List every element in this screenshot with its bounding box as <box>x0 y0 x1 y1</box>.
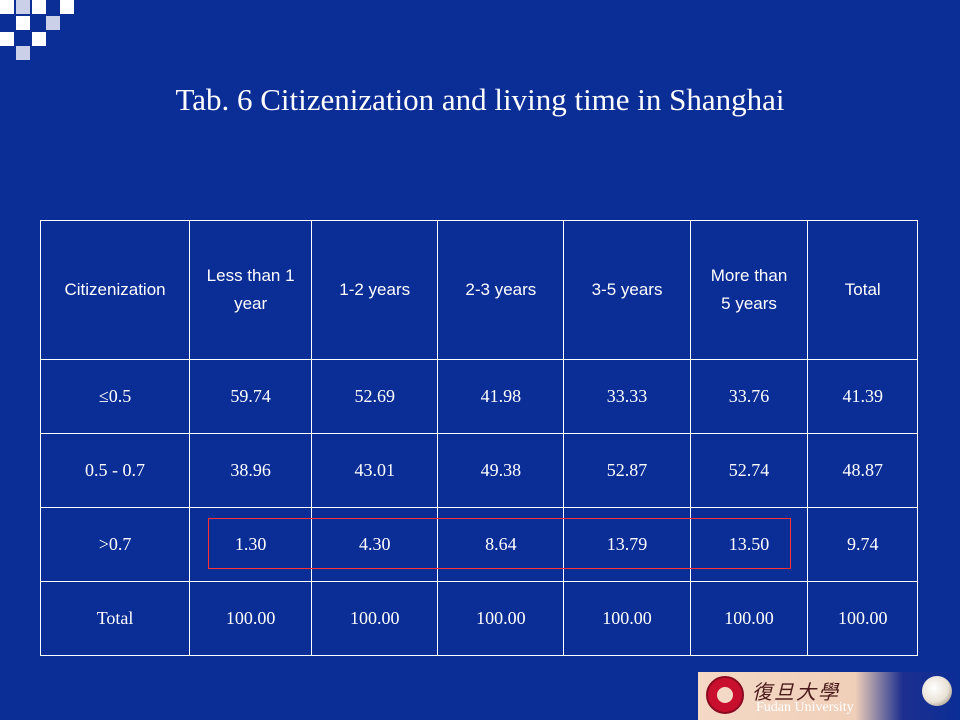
header-cell: 3-5 years <box>563 220 691 360</box>
table-cell: 100.00 <box>689 581 809 656</box>
table-cell: 52.74 <box>689 433 809 508</box>
header-cell-text: Less than 1 year <box>206 266 295 313</box>
header-cell: More than 5 years <box>689 220 809 360</box>
slide-title: Tab. 6 Citizenization and living time in… <box>175 82 785 117</box>
logo-chinese-name: 復旦大學 <box>752 680 840 704</box>
table-cell: 33.33 <box>563 359 691 434</box>
table-cell: 100.00 <box>563 581 691 656</box>
fudan-seal-icon <box>706 676 744 714</box>
table-cell: 49.38 <box>437 433 565 508</box>
table-cell: 13.50 <box>689 507 809 582</box>
decor-square <box>16 16 30 30</box>
header-cell: 1-2 years <box>311 220 439 360</box>
table-header-row: Citizenization Less than 1 year 1-2 year… <box>39 220 918 360</box>
decor-square <box>16 46 30 60</box>
table-cell: 0.5 - 0.7 <box>39 433 191 508</box>
table-cell: 38.96 <box>189 433 313 508</box>
table-cell: 41.98 <box>437 359 565 434</box>
table-cell: 1.30 <box>189 507 313 582</box>
decor-square <box>32 32 46 46</box>
table-cell: 33.76 <box>689 359 809 434</box>
header-cell-text: More than 5 years <box>710 266 788 313</box>
decor-square <box>0 32 14 46</box>
table-cell: 59.74 <box>189 359 313 434</box>
table-cell: 100.00 <box>437 581 565 656</box>
table-cell: 4.30 <box>311 507 439 582</box>
table-row: ≤0.5 59.74 52.69 41.98 33.33 33.76 41.39 <box>39 359 918 434</box>
table-cell: Total <box>39 581 191 656</box>
decor-square <box>46 16 60 30</box>
seal-center <box>717 687 733 703</box>
table-row: >0.7 1.30 4.30 8.64 13.79 13.50 9.74 <box>39 507 918 582</box>
decor-square <box>32 0 46 14</box>
table-cell: 52.87 <box>563 433 691 508</box>
table-cell: 100.00 <box>189 581 313 656</box>
table-cell: 48.87 <box>807 433 918 508</box>
table-cell: 9.74 <box>807 507 918 582</box>
table-cell: 52.69 <box>311 359 439 434</box>
decor-square <box>0 0 14 14</box>
data-table: Citizenization Less than 1 year 1-2 year… <box>39 220 918 656</box>
decor-square <box>60 0 74 14</box>
header-cell: Total <box>807 220 918 360</box>
ornament-icon <box>922 676 952 706</box>
table-cell: 100.00 <box>807 581 918 656</box>
table-cell: ≤0.5 <box>39 359 191 434</box>
logo-english-name: Fudan University <box>756 700 854 715</box>
header-cell: Citizenization <box>39 220 191 360</box>
header-cell: Less than 1 year <box>189 220 313 360</box>
decor-square <box>16 0 30 14</box>
table-cell: >0.7 <box>39 507 191 582</box>
table-cell: 13.79 <box>563 507 691 582</box>
header-cell: 2-3 years <box>437 220 565 360</box>
table-cell: 8.64 <box>437 507 565 582</box>
table-row: 0.5 - 0.7 38.96 43.01 49.38 52.87 52.74 … <box>39 433 918 508</box>
table-cell: 43.01 <box>311 433 439 508</box>
table-cell: 100.00 <box>311 581 439 656</box>
table-cell: 41.39 <box>807 359 918 434</box>
table-row: Total 100.00 100.00 100.00 100.00 100.00… <box>39 581 918 656</box>
